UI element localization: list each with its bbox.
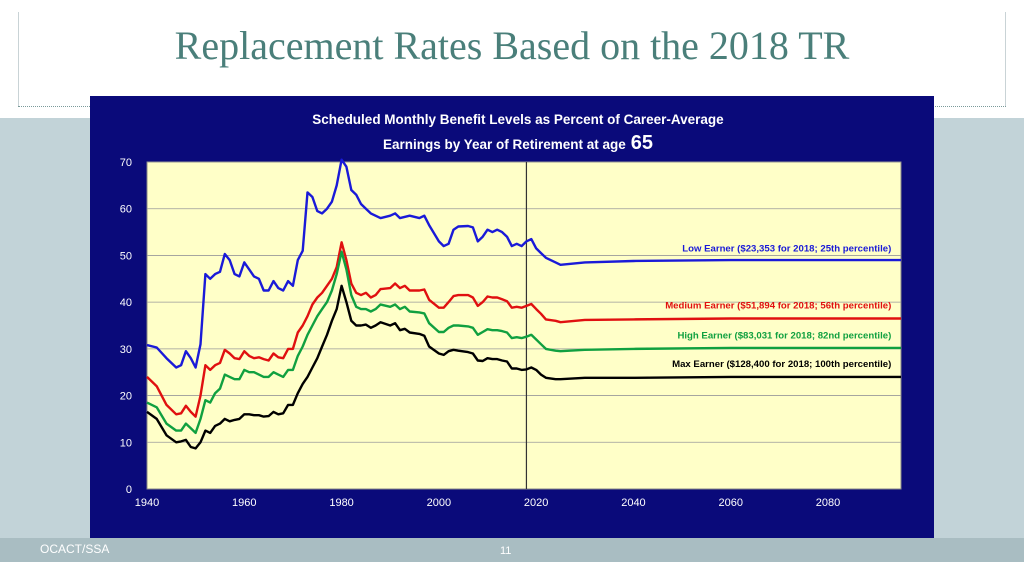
chart-title-text: Earnings by Year of Retirement at age	[383, 137, 626, 152]
plot-area	[146, 161, 902, 490]
chart-title-line1: Scheduled Monthly Benefit Levels as Perc…	[312, 112, 724, 127]
chart-title-age: 65	[631, 132, 653, 154]
x-tick-label: 2040	[621, 497, 645, 509]
page-number: 11	[500, 545, 512, 557]
series-label-high: High Earner ($83,031 for 2018; 82nd perc…	[677, 331, 891, 342]
series-label-medium: Medium Earner ($51,894 for 2018; 56th pe…	[665, 301, 891, 312]
series-line-max	[146, 284, 901, 450]
x-tick-label: 1980	[329, 497, 353, 509]
series-line-medium	[146, 241, 901, 418]
frame-left-divider	[18, 12, 19, 106]
slide-title: Replacement Rates Based on the 2018 TR	[174, 23, 850, 68]
series-lines	[146, 158, 901, 450]
y-tick-label: 20	[120, 391, 132, 403]
y-tick-label: 10	[120, 437, 132, 449]
y-tick-label: 30	[120, 344, 132, 356]
footer-bar	[0, 538, 1024, 562]
y-tick-label: 0	[126, 484, 132, 496]
y-tick-label: 50	[120, 250, 132, 262]
series-labels: Low Earner ($23,353 for 2018; 25th perce…	[665, 244, 891, 370]
x-tick-label: 2060	[718, 497, 742, 509]
title-area	[0, 0, 1024, 106]
series-line-low	[146, 158, 901, 369]
series-label-low: Low Earner ($23,353 for 2018; 25th perce…	[682, 244, 891, 255]
frame-right-divider	[1005, 12, 1006, 106]
chart-svg: Scheduled Monthly Benefit Levels as Perc…	[120, 112, 902, 509]
footer-organization: OCACT/SSA	[40, 542, 110, 556]
y-tick-label: 40	[120, 297, 132, 309]
x-tick-label: 1960	[232, 497, 256, 509]
x-tick-label: 2000	[427, 497, 451, 509]
x-tick-label: 2080	[816, 497, 840, 509]
x-tick-label: 1940	[135, 497, 159, 509]
x-axis-ticks: 1940 1960 1980 2000 2020 2040 2060 2080	[135, 497, 841, 509]
chart-container: Scheduled Monthly Benefit Levels as Perc…	[90, 96, 934, 538]
series-line-high	[146, 250, 901, 435]
y-axis-ticks: 0 10 20 30 40 50 60 70	[120, 157, 132, 496]
series-label-max: Max Earner ($128,400 for 2018; 100th per…	[672, 359, 891, 370]
y-tick-label: 60	[120, 204, 132, 216]
y-tick-label: 70	[120, 157, 132, 169]
x-tick-label: 2020	[524, 497, 548, 509]
chart-title-line2: Earnings by Year of Retirement at age 65	[383, 132, 653, 154]
